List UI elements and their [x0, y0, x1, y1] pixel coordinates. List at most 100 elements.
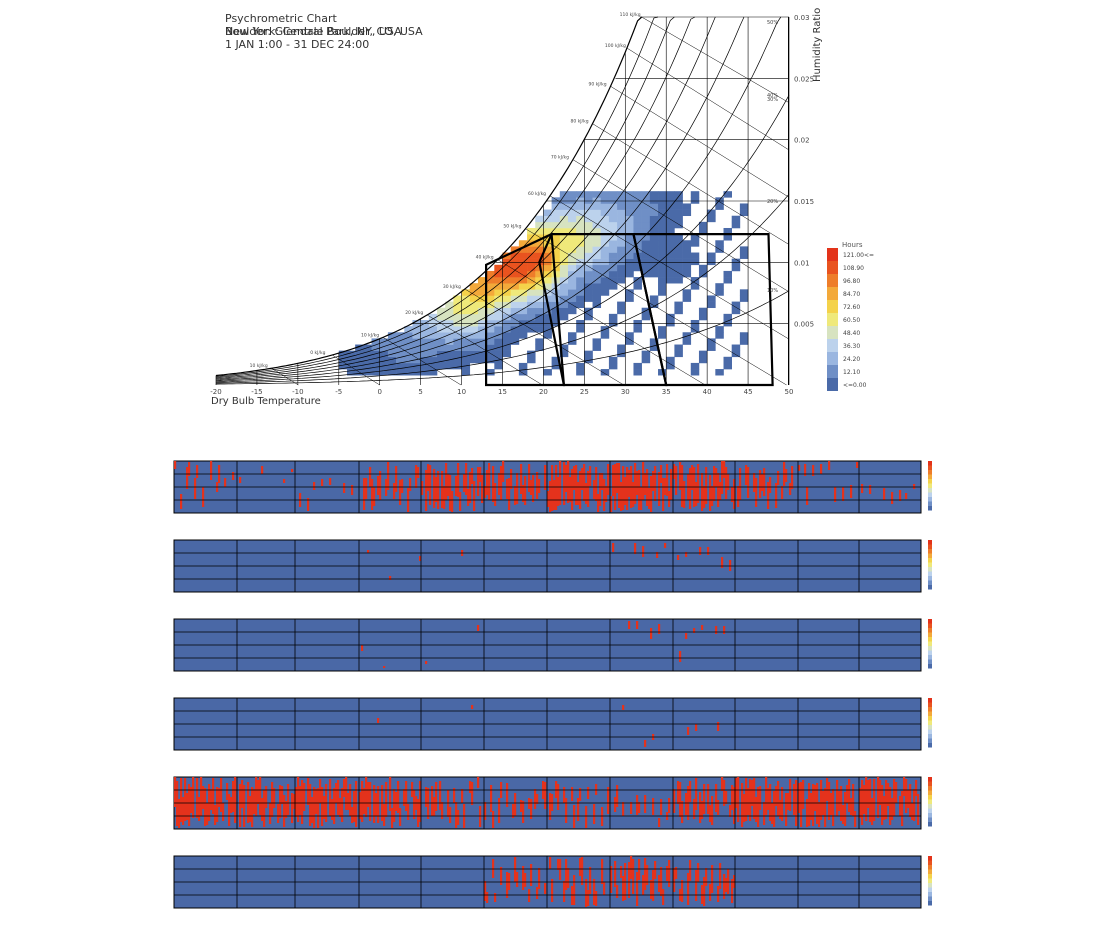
heatmap-bin: [510, 246, 520, 253]
strip-hour-mark: [787, 793, 790, 810]
strip-hour-mark: [781, 486, 784, 499]
heatmap-bin: [494, 326, 503, 333]
strip-hour-mark: [536, 887, 539, 899]
heatmap-bin: [567, 264, 577, 272]
strip-hour-mark: [538, 868, 541, 889]
heatmap-bin: [559, 240, 569, 247]
strip-hour-mark: [435, 477, 438, 502]
heatmap-bin: [649, 252, 659, 259]
strip-hour-mark: [666, 866, 669, 881]
heatmap-bin: [625, 338, 634, 345]
strip-legend-swatch: [928, 619, 932, 624]
heatmap-bin: [633, 264, 642, 272]
heatmap-bin: [527, 283, 536, 290]
strip-hour-mark: [447, 474, 450, 496]
strip-legend-swatch: [928, 702, 932, 707]
y-tick-label: 0.02: [794, 137, 810, 145]
strip-hour-mark: [279, 785, 282, 818]
heatmap-bin: [649, 270, 659, 278]
heatmap-bin: [486, 332, 495, 339]
heatmap-bin: [682, 264, 692, 272]
strip-hour-mark: [180, 494, 183, 509]
date-range: 1 JAN 1:00 - 31 DEC 24:00: [225, 38, 370, 51]
strip-hour-mark: [846, 785, 849, 803]
heatmap-bin: [510, 301, 520, 309]
heatmap-bin: [535, 301, 544, 309]
heatmap-bin: [559, 215, 569, 223]
heatmap-bin: [674, 301, 683, 309]
strip-hour-mark: [585, 806, 588, 828]
heatmap-bin: [600, 246, 610, 253]
heatmap-bin: [469, 350, 479, 358]
heatmap-bin: [535, 221, 544, 229]
strip-hour-mark: [331, 799, 334, 820]
strip-hour-mark: [848, 779, 851, 812]
strip-legend-swatch: [928, 799, 932, 804]
strip-legend-swatch: [928, 874, 932, 879]
heatmap-bin: [649, 295, 659, 302]
heatmap-bin: [658, 369, 667, 376]
heatmap-bin: [608, 215, 618, 223]
strip-hour-mark: [530, 480, 533, 495]
strip-hour-mark: [603, 882, 606, 895]
strip-hour-mark: [232, 781, 235, 812]
comfort-polygon: [538, 233, 668, 387]
strip-hour-mark: [206, 803, 209, 825]
heatmap-bin: [600, 209, 610, 217]
strip-hour-mark: [630, 856, 633, 879]
heatmap-bin: [346, 362, 356, 370]
heatmap-bin: [715, 203, 724, 210]
heatmap-bin: [608, 277, 618, 284]
x-axis-label: Dry Bulb Temperature: [211, 396, 321, 407]
strip-hour-mark: [741, 783, 744, 827]
strip-legend-swatch: [928, 650, 932, 655]
strip-legend-swatch: [928, 869, 932, 874]
heatmap-bin: [428, 350, 438, 358]
heatmap-bin: [559, 234, 569, 241]
heatmap-bin: [486, 283, 495, 290]
rh-label: 40%: [767, 93, 778, 99]
strip-hour-mark: [196, 778, 199, 818]
heatmap-bin: [527, 356, 536, 364]
heatmap-bin: [502, 277, 511, 284]
heatmap-bin: [625, 234, 634, 241]
strip-hour-mark: [551, 794, 554, 811]
heatmap-bin: [567, 295, 577, 302]
strip-legend-swatch: [928, 558, 932, 563]
heatmap-bin: [666, 258, 675, 266]
heatmap-bin: [739, 295, 749, 302]
strip-hour-mark: [273, 788, 276, 808]
strip-hour-mark: [693, 628, 696, 633]
strip-hour-mark: [632, 859, 635, 894]
strip-hour-mark: [516, 473, 519, 504]
heatmap-bin: [535, 283, 544, 290]
heatmap-bin: [690, 319, 700, 327]
strip-hour-mark: [287, 784, 290, 815]
heatmap-bin: [649, 258, 659, 266]
strip-hour-mark: [417, 799, 420, 827]
heatmap-bin: [641, 197, 651, 204]
heatmap-bin: [567, 227, 577, 235]
heatmap-bin: [559, 301, 569, 309]
strip-hour-mark: [911, 803, 914, 820]
heatmap-bin: [633, 191, 642, 198]
heatmap-bin: [731, 215, 741, 223]
strip-hour-mark: [806, 799, 809, 827]
strip-hour-mark: [689, 860, 692, 881]
heatmap-bin: [494, 350, 503, 358]
heatmap-bin: [707, 252, 716, 259]
strip-hour-mark: [745, 778, 748, 821]
heatmap-bin: [641, 191, 651, 198]
strip-hour-mark: [677, 781, 680, 804]
strip-hour-mark: [532, 475, 535, 502]
y-tick-label: 0.03: [794, 14, 810, 22]
heatmap-bin: [567, 246, 577, 253]
heatmap-bin: [502, 307, 511, 315]
strip-hour-mark: [723, 626, 726, 634]
heatmap-bin: [600, 203, 610, 210]
x-tick-label: -15: [251, 388, 262, 396]
strip-hour-mark: [755, 478, 758, 507]
heatmap-bin: [682, 246, 692, 253]
heatmap-bin: [608, 203, 618, 210]
heatmap-bin: [527, 258, 536, 266]
